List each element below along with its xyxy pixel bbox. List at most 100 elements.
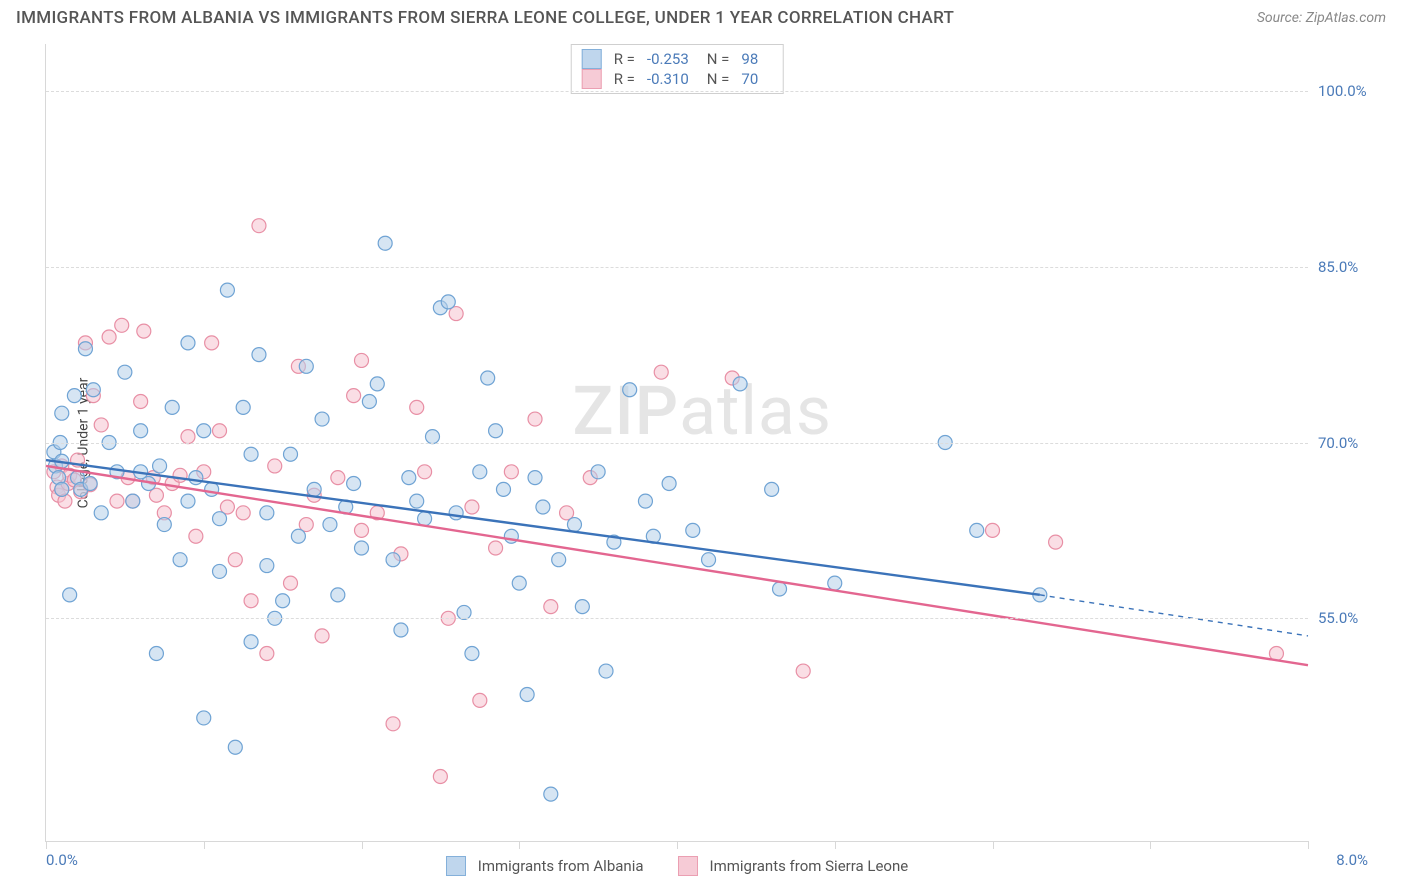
legend-label-sierra-leone: Immigrants from Sierra Leone [710,857,909,875]
x-tick [835,841,836,849]
data-point-albania [236,400,250,414]
data-point-albania [244,447,258,461]
swatch-albania [582,49,602,69]
chart-title: IMMIGRANTS FROM ALBANIA VS IMMIGRANTS FR… [16,8,954,28]
data-point-albania [623,383,637,397]
data-point-albania [473,465,487,479]
n-label: N = [707,50,730,68]
data-point-sierra_leone [213,424,227,438]
data-point-albania [394,623,408,637]
data-point-sierra_leone [315,629,329,643]
data-point-albania [765,482,779,496]
x-tick [362,841,363,849]
data-point-albania [441,295,455,309]
data-point-albania [284,447,298,461]
x-tick [46,841,47,849]
data-point-albania [362,394,376,408]
data-point-albania [489,424,503,438]
n-value-sierra-leone: 70 [737,70,768,88]
data-point-albania [662,477,676,491]
data-point-albania [149,646,163,660]
x-tick [1150,841,1151,849]
x-tick [677,841,678,849]
data-point-sierra_leone [102,330,116,344]
data-point-albania [528,471,542,485]
data-point-sierra_leone [418,465,432,479]
r-value-sierra-leone: -0.310 [643,70,699,88]
legend-swatch-sierra-leone [678,856,698,876]
correlation-stats-box: R = -0.253 N = 98 R = -0.310 N = 70 [571,44,784,94]
data-point-albania [181,494,195,508]
y-tick-label: 100.0% [1318,82,1367,100]
data-point-albania [153,459,167,473]
swatch-sierra-leone [582,69,602,89]
gridline-h [46,267,1308,268]
data-point-albania [347,477,361,491]
data-point-sierra_leone [268,459,282,473]
data-point-albania [94,506,108,520]
data-point-albania [465,646,479,660]
data-point-albania [78,342,92,356]
data-point-albania [496,482,510,496]
source-attribution: Source: ZipAtlas.com [1257,10,1386,26]
data-point-albania [520,687,534,701]
data-point-albania [536,500,550,514]
data-point-albania [315,412,329,426]
data-point-albania [252,348,266,362]
y-tick-label: 55.0% [1318,609,1358,627]
data-point-albania [181,336,195,350]
data-point-albania [544,787,558,801]
legend-item-sierra-leone: Immigrants from Sierra Leone [678,856,909,876]
data-point-albania [773,582,787,596]
legend-label-albania: Immigrants from Albania [478,857,644,875]
legend-swatch-albania [446,856,466,876]
data-point-sierra_leone [433,770,447,784]
data-point-sierra_leone [110,494,124,508]
data-point-albania [591,465,605,479]
stats-row-sierra-leone: R = -0.310 N = 70 [582,69,769,89]
data-point-albania [575,600,589,614]
data-point-albania [370,377,384,391]
data-point-albania [173,553,187,567]
x-tick [204,841,205,849]
data-point-sierra_leone [796,664,810,678]
data-point-albania [291,529,305,543]
data-point-sierra_leone [465,500,479,514]
data-point-albania [134,424,148,438]
data-point-sierra_leone [1049,535,1063,549]
data-point-albania [828,576,842,590]
data-point-albania [638,494,652,508]
data-point-albania [157,518,171,532]
data-point-albania [733,377,747,391]
data-point-albania [260,559,274,573]
data-point-albania [189,471,203,485]
data-point-sierra_leone [189,529,203,543]
data-point-albania [307,482,321,496]
data-point-sierra_leone [410,400,424,414]
data-point-sierra_leone [173,468,187,482]
data-point-albania [63,588,77,602]
data-point-albania [299,359,313,373]
trend-line-albania [46,460,1040,595]
data-point-albania [118,365,132,379]
data-point-albania [599,664,613,678]
data-point-albania [83,477,97,491]
data-point-albania [126,494,140,508]
data-point-sierra_leone [489,541,503,555]
legend: Immigrants from Albania Immigrants from … [46,856,1308,876]
gridline-h [46,91,1308,92]
data-point-albania [331,588,345,602]
data-point-albania [355,541,369,555]
data-point-albania [197,424,211,438]
data-point-sierra_leone [205,336,219,350]
data-point-sierra_leone [260,646,274,660]
data-point-albania [512,576,526,590]
data-point-sierra_leone [544,600,558,614]
data-point-albania [481,371,495,385]
data-point-albania [449,506,463,520]
data-point-albania [418,512,432,526]
data-point-sierra_leone [355,353,369,367]
data-point-sierra_leone [473,693,487,707]
data-point-sierra_leone [252,219,266,233]
n-label: N = [707,70,730,88]
